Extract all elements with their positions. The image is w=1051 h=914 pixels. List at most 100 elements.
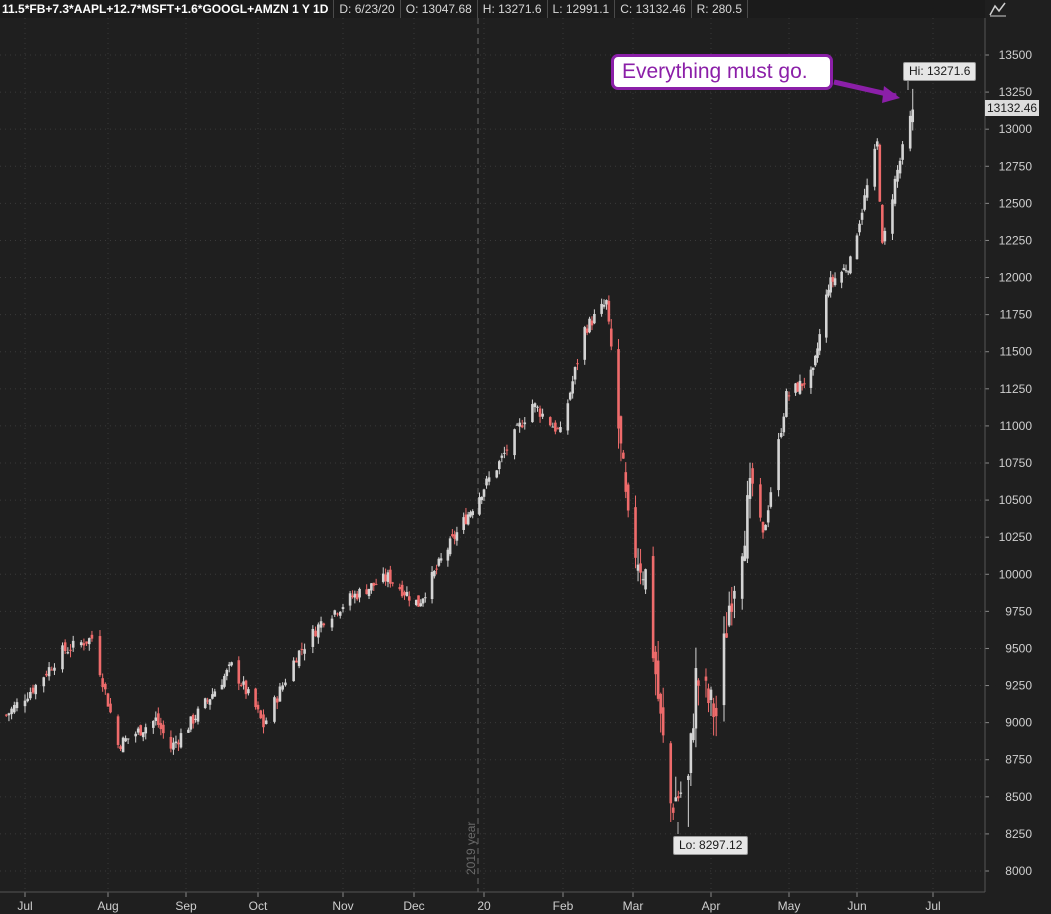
- candle-body: [794, 383, 797, 393]
- candle-body: [53, 667, 56, 671]
- candle-body: [338, 611, 342, 616]
- candle-body: [779, 433, 783, 437]
- y-tick-label: 11000: [1000, 419, 1033, 433]
- candle-body: [213, 691, 217, 697]
- chart-style-icon[interactable]: [987, 0, 1009, 18]
- candle-body: [766, 510, 770, 523]
- candle-body: [548, 417, 552, 426]
- candle-body: [29, 692, 32, 699]
- candle-body: [676, 796, 680, 799]
- candle-body: [139, 725, 143, 736]
- candle-body: [206, 700, 209, 702]
- candle-body: [466, 514, 470, 525]
- candle-body: [85, 641, 88, 644]
- x-tick-label: May: [778, 899, 801, 913]
- candle-body: [908, 115, 912, 149]
- candle-body: [800, 383, 804, 386]
- candle-body: [761, 521, 765, 533]
- candle-body: [536, 406, 539, 408]
- candle-body: [297, 650, 301, 667]
- candle-body: [242, 681, 245, 685]
- candle-body: [634, 507, 637, 558]
- candle-body: [106, 693, 110, 707]
- y-tick-label: 8500: [1005, 790, 1032, 804]
- candle-body: [659, 693, 662, 714]
- candle-body: [505, 449, 509, 451]
- candle-body: [471, 511, 475, 516]
- candle-body: [98, 636, 102, 676]
- annotation-arrow-head: [882, 86, 900, 103]
- y-tick-label: 12000: [999, 271, 1033, 285]
- candle-body: [119, 746, 122, 750]
- y-tick-label: 8250: [1005, 827, 1032, 841]
- candle-body: [661, 707, 665, 736]
- candle-body: [162, 724, 165, 734]
- candle-body: [367, 588, 371, 597]
- x-tick-label: Nov: [332, 899, 353, 913]
- x-tick-label: Aug: [97, 899, 118, 913]
- candle-body: [622, 452, 625, 459]
- candle-body: [809, 369, 813, 388]
- candle-body: [811, 367, 815, 370]
- candle-body: [403, 592, 406, 596]
- candle-body: [600, 303, 603, 314]
- x-tick-label: Mar: [623, 899, 644, 913]
- candle-body: [674, 797, 678, 802]
- candle-body: [746, 495, 749, 559]
- candle-body: [833, 278, 837, 286]
- candle-body: [407, 596, 411, 601]
- y-tick-label: 10750: [999, 456, 1033, 470]
- candle-body: [513, 429, 516, 456]
- candle-body: [355, 593, 359, 600]
- candle-body: [679, 792, 683, 794]
- candle-body: [480, 496, 484, 501]
- candle-body: [829, 277, 832, 293]
- last-price-tag: 13132.46: [985, 100, 1040, 116]
- candle-body: [533, 403, 537, 408]
- candle-body: [725, 633, 728, 638]
- candle-body: [322, 623, 326, 626]
- candle-body: [769, 492, 773, 507]
- candle-body: [469, 512, 472, 517]
- candle-body: [554, 422, 557, 432]
- candle-body: [722, 633, 726, 706]
- candle-body: [256, 704, 260, 710]
- candle-body: [798, 380, 802, 394]
- candle-body: [370, 583, 373, 591]
- candle-body: [358, 588, 361, 598]
- candle-body: [583, 327, 587, 360]
- candle-body: [803, 383, 806, 385]
- candle-body: [785, 391, 788, 417]
- candle-body: [208, 699, 212, 705]
- y-tick-label: 10000: [999, 567, 1033, 581]
- candle-body: [898, 160, 902, 174]
- candle-body: [644, 569, 647, 590]
- candle-body: [651, 556, 655, 659]
- candle-body: [818, 334, 822, 351]
- candle-body: [571, 381, 574, 394]
- candle-body: [568, 392, 572, 400]
- candle-body: [273, 697, 276, 722]
- range-readout: R: 280.5: [692, 0, 748, 18]
- candle-body: [624, 472, 628, 492]
- candle-body: [374, 583, 378, 585]
- candle-body: [12, 705, 16, 713]
- y-tick-label: 10250: [999, 530, 1033, 544]
- candle-body: [348, 593, 352, 606]
- candle-body: [694, 668, 698, 729]
- candlestick-series: [4, 88, 915, 827]
- candle-body: [300, 649, 304, 651]
- candle-body: [485, 478, 488, 486]
- symbol-label[interactable]: 11.5*FB+7.3*AAPL+12.7*MSFT+1.6*GOOGL+AMZ…: [0, 0, 335, 18]
- candle-body: [730, 603, 734, 612]
- candle-body: [126, 738, 130, 740]
- year-separator-label: 2019 year: [464, 822, 478, 875]
- candle-body: [692, 728, 695, 741]
- candle-body: [423, 597, 427, 599]
- candle-body: [417, 595, 420, 607]
- candle-body: [239, 684, 243, 686]
- y-tick-label: 9000: [1005, 716, 1032, 730]
- candle-body: [609, 328, 613, 347]
- y-tick-label: 12500: [999, 196, 1033, 210]
